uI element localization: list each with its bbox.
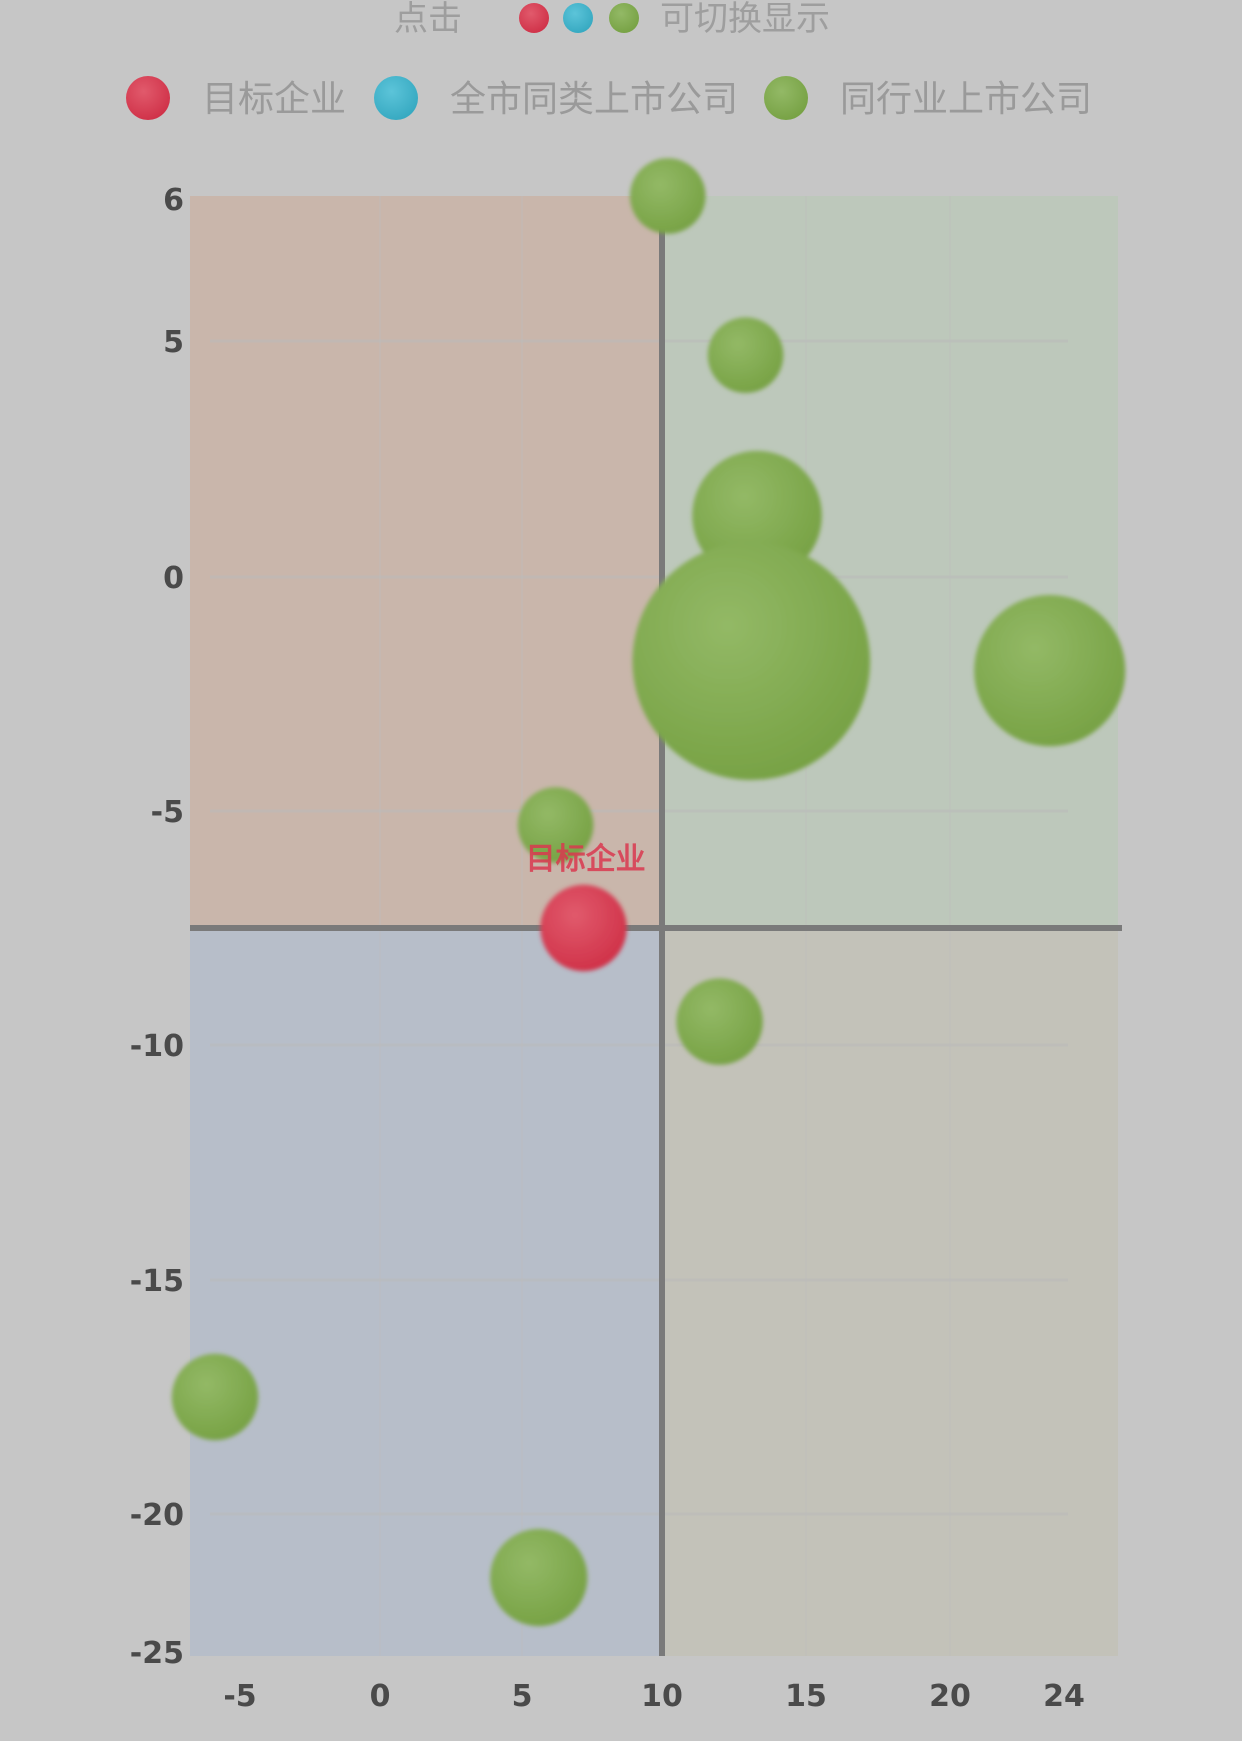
target-point-label: 目标企业 bbox=[526, 842, 646, 877]
toggle-dot-peer[interactable] bbox=[609, 3, 639, 33]
x-axis-ticks: -5 0 5 10 15 20 24 bbox=[223, 1679, 1085, 1714]
toggle-dot-sample[interactable] bbox=[563, 3, 593, 33]
toggle-dot-target[interactable] bbox=[519, 3, 549, 33]
peer-bubble[interactable] bbox=[974, 595, 1126, 747]
y-tick-label: -5 bbox=[151, 795, 184, 830]
x-tick-label: 15 bbox=[785, 1679, 827, 1714]
x-tick-label: 10 bbox=[641, 1679, 683, 1714]
peer-bubble[interactable] bbox=[171, 1353, 259, 1441]
legend: 目标企业 全市同类上市公司 同行业上市公司 bbox=[126, 76, 1092, 120]
toggle-hint-suffix: 可切换显示 bbox=[660, 0, 830, 39]
gridlines bbox=[210, 196, 1068, 1656]
y-tick-label: -10 bbox=[130, 1029, 184, 1064]
target-bubble[interactable] bbox=[540, 884, 627, 972]
point-labels: 目标企业 bbox=[526, 842, 646, 877]
x-tick-label: 20 bbox=[929, 1679, 971, 1714]
y-tick-label: 0 bbox=[163, 561, 184, 596]
y-tick-label: -25 bbox=[130, 1636, 184, 1671]
x-tick-label: 0 bbox=[370, 1679, 391, 1714]
quadrant-bottom-left bbox=[190, 928, 662, 1656]
bubbles bbox=[171, 158, 1126, 1627]
peer-bubble[interactable] bbox=[517, 787, 594, 863]
x-tick-label: -5 bbox=[223, 1679, 256, 1714]
quadrant-backgrounds bbox=[190, 196, 1118, 1656]
y-tick-label: 5 bbox=[163, 325, 184, 360]
y-axis-ticks: 6 5 0 -5 -10 -15 -20 -25 bbox=[130, 183, 184, 1671]
quadrant-dividers bbox=[190, 196, 1122, 1656]
legend-label-target[interactable]: 目标企业 bbox=[202, 79, 346, 120]
peer-bubble[interactable] bbox=[676, 978, 763, 1065]
x-tick-label: 5 bbox=[512, 1679, 533, 1714]
peer-bubble[interactable] bbox=[707, 317, 784, 393]
legend-marker-sample[interactable] bbox=[374, 76, 418, 120]
legend-label-sample[interactable]: 全市同类上市公司 bbox=[450, 79, 738, 120]
legend-marker-peer[interactable] bbox=[764, 76, 808, 120]
peer-bubble[interactable] bbox=[490, 1528, 588, 1627]
legend-marker-target[interactable] bbox=[126, 76, 170, 120]
y-tick-label: -15 bbox=[130, 1264, 184, 1299]
toggle-hint: 点击 可切换显示 bbox=[394, 0, 830, 39]
y-tick-label: -20 bbox=[130, 1498, 184, 1533]
legend-label-peer[interactable]: 同行业上市公司 bbox=[840, 79, 1092, 120]
peer-bubble[interactable] bbox=[629, 158, 706, 234]
x-tick-label: 24 bbox=[1043, 1679, 1085, 1714]
toggle-hint-prefix: 点击 bbox=[394, 0, 462, 39]
peer-bubble[interactable] bbox=[632, 542, 871, 781]
y-tick-label: 6 bbox=[163, 183, 184, 218]
